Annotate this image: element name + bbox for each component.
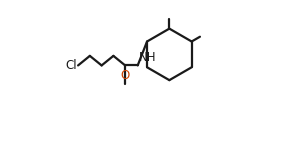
- Text: Cl: Cl: [65, 59, 77, 72]
- Text: NH: NH: [139, 51, 156, 64]
- Text: O: O: [120, 69, 130, 82]
